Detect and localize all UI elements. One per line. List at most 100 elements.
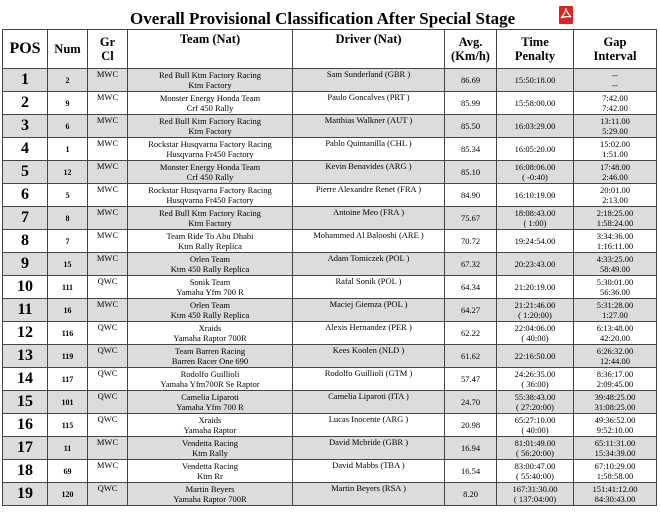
team-vehicle: Ktm Rr bbox=[197, 471, 223, 481]
team-name: Monster Energy Honda Team bbox=[159, 93, 261, 103]
avg-cell: 85.10 bbox=[444, 160, 497, 184]
table-row: 17 11 MWC Vendetta Racing Ktm Rally David Mcb… bbox=[2, 436, 657, 460]
group-cell: MWC bbox=[87, 252, 128, 276]
team-cell: Camelia Liparoti Yamaha Yfm 700 R bbox=[127, 390, 293, 414]
group-cell: MWC bbox=[87, 68, 128, 92]
group-cell: MWC bbox=[87, 459, 128, 483]
gap-value: 151:41:12.00 bbox=[592, 484, 638, 494]
time-value: 18:08:43.00 bbox=[514, 208, 556, 218]
time-value: 83:00:47.00 bbox=[514, 461, 556, 471]
gap-value: 5:30:01.00 bbox=[596, 277, 634, 287]
time-cell: 16:05:20.00 bbox=[496, 137, 574, 161]
table-row: 16 115 QWC Xraids Yamaha Raptor Lucas Inocent… bbox=[2, 413, 657, 437]
num-cell: 69 bbox=[47, 459, 88, 483]
table-row: 2 9 MWC Monster Energy Honda Team Crf 450 Ra… bbox=[2, 91, 657, 115]
header-group-line1: Gr bbox=[99, 35, 116, 49]
team-cell: Rockstar Husqvarna Factory Racing Husqvar… bbox=[127, 183, 293, 207]
team-vehicle: Crf 450 Rally bbox=[186, 103, 234, 113]
team-name: Rodolfo Guillioli bbox=[180, 369, 240, 379]
time-cell: 15:50:18.00 bbox=[496, 68, 574, 92]
time-cell: 16:08:06.00( -0:40) bbox=[496, 160, 574, 184]
gap-value: 5:31:28.00 bbox=[596, 300, 634, 310]
table-row: 8 7 MWC Team Ride To Abu Dhabi Ktm Rally Rep… bbox=[2, 229, 657, 253]
time-cell: 16:10:19.00 bbox=[496, 183, 574, 207]
time-cell: 24:26:35.00( 36:00) bbox=[496, 367, 574, 391]
num-cell: 9 bbox=[47, 91, 88, 115]
time-value: 15:50:18.00 bbox=[514, 75, 556, 85]
gap-cell: 5:30:01.00 56:36.00 bbox=[573, 275, 657, 299]
table-row: 11 16 MWC Orlen Team Ktm 450 Rally Replica Ma… bbox=[2, 298, 657, 322]
team-cell: Martin Beyers Yamaha Raptor 700R bbox=[127, 482, 293, 506]
driver-cell: Lucas Inocente (ARG ) bbox=[292, 413, 445, 437]
time-cell: 167:31:30.00( 137:04:00) bbox=[496, 482, 574, 506]
avg-cell: 61.62 bbox=[444, 344, 497, 368]
pos-cell: 12 bbox=[2, 321, 48, 345]
pos-cell: 17 bbox=[2, 436, 48, 460]
driver-cell: Kees Koolen (NLD ) bbox=[292, 344, 445, 368]
interval-value: 9:52:10.00 bbox=[596, 425, 634, 435]
team-cell: Orlen Team Ktm 450 Rally Replica bbox=[127, 298, 293, 322]
penalty-value: ( 1:20:00) bbox=[518, 310, 552, 320]
interval-value: 31:08:25.00 bbox=[594, 402, 636, 412]
group-cell: QWC bbox=[87, 321, 128, 345]
team-cell: Xraids Yamaha Raptor 700R bbox=[127, 321, 293, 345]
avg-cell: 75.67 bbox=[444, 206, 497, 230]
pos-cell: 18 bbox=[2, 459, 48, 483]
gap-cell: 3:34:36.00 1:16:11.00 bbox=[573, 229, 657, 253]
pos-cell: 15 bbox=[2, 390, 48, 414]
time-cell: 81:01:49.00( 56:20:00) bbox=[496, 436, 574, 460]
group-cell: MWC bbox=[87, 298, 128, 322]
team-cell: Red Bull Ktm Factory Racing Ktm Factory bbox=[127, 206, 293, 230]
page-title: Overall Provisional Classification After… bbox=[130, 9, 516, 28]
team-cell: Xraids Yamaha Raptor bbox=[127, 413, 293, 437]
interval-value: 1:27.00 bbox=[602, 310, 628, 320]
team-cell: Rodolfo Guillioli Yamaha Yfm700R Se Rapto… bbox=[127, 367, 293, 391]
avg-cell: 24.70 bbox=[444, 390, 497, 414]
group-cell: MWC bbox=[87, 114, 128, 138]
avg-cell: 57.47 bbox=[444, 367, 497, 391]
group-cell: QWC bbox=[87, 482, 128, 506]
num-cell: 6 bbox=[47, 114, 88, 138]
gap-cell: 65:11:31.00 15:34:39.00 bbox=[573, 436, 657, 460]
gap-value: 3:34:36.00 bbox=[596, 231, 634, 241]
team-name: Team Ride To Abu Dhabi bbox=[166, 231, 254, 241]
table-row: 4 1 MWC Rockstar Husqvarna Factory Racing Hu… bbox=[2, 137, 657, 161]
penalty-value: ( 36:00) bbox=[521, 379, 549, 389]
pos-cell: 19 bbox=[2, 482, 48, 506]
num-cell: 5 bbox=[47, 183, 88, 207]
time-value: 167:31:30.00 bbox=[512, 484, 558, 494]
driver-cell: Mohammed Al Balooshi (ARE ) bbox=[292, 229, 445, 253]
time-value: 81:01:49.00 bbox=[514, 438, 556, 448]
driver-cell: David Mabbs (TBA ) bbox=[292, 459, 445, 483]
time-value: 21:21:46.00 bbox=[514, 300, 556, 310]
interval-value: 1:58:24.00 bbox=[596, 218, 634, 228]
team-name: Xraids bbox=[198, 415, 222, 425]
interval-value: 15:34:39.00 bbox=[594, 448, 636, 458]
gap-cell: 67:10:29.00 1:58:58.00 bbox=[573, 459, 657, 483]
group-cell: QWC bbox=[87, 344, 128, 368]
pdf-icon[interactable] bbox=[559, 6, 573, 24]
gap-cell: 6:26:32.00 12:44.00 bbox=[573, 344, 657, 368]
time-cell: 15:58:00.00 bbox=[496, 91, 574, 115]
avg-cell: 20.98 bbox=[444, 413, 497, 437]
gap-value: 7:42.00 bbox=[602, 93, 628, 103]
time-value: 20:23:43.00 bbox=[514, 259, 556, 269]
gap-value: 20:01.00 bbox=[600, 185, 630, 195]
driver-cell: Paulo Goncalves (PRT ) bbox=[292, 91, 445, 115]
gap-cell: 6:13:48.00 42:20.00 bbox=[573, 321, 657, 345]
pos-cell: 9 bbox=[2, 252, 48, 276]
time-value: 24:26:35.00 bbox=[514, 369, 556, 379]
gap-cell: 15:02.00 1:51.00 bbox=[573, 137, 657, 161]
table-row: 12 116 QWC Xraids Yamaha Raptor 700R Alexis H… bbox=[2, 321, 657, 345]
header-avg-line1: Avg. bbox=[458, 35, 483, 49]
group-cell: MWC bbox=[87, 160, 128, 184]
pdf-glyph-icon bbox=[560, 8, 572, 19]
time-cell: 16:03:29.00 bbox=[496, 114, 574, 138]
classification-table: POS Num Gr Cl Team (Nat) Driver (Nat) Avg… bbox=[2, 29, 657, 506]
avg-cell: 67.32 bbox=[444, 252, 497, 276]
team-cell: Monster Energy Honda Team Crf 450 Rally bbox=[127, 160, 293, 184]
header-pos: POS bbox=[2, 29, 48, 69]
header-gap-line2: Interval bbox=[593, 49, 637, 63]
time-cell: 83:00:47.00( 55:40:00) bbox=[496, 459, 574, 483]
team-vehicle: Ktm Rally bbox=[192, 448, 228, 458]
